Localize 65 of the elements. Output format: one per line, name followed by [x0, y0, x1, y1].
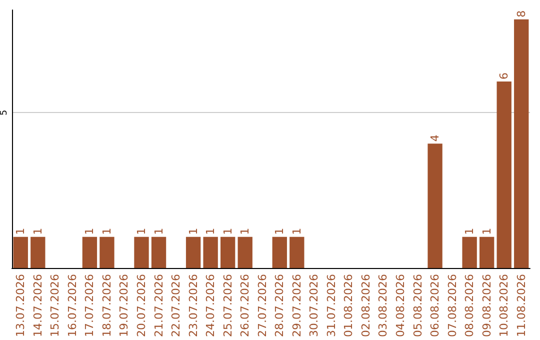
- data-label: 1: [135, 228, 148, 235]
- x-tick-label: 13.07.2026: [14, 274, 28, 338]
- data-label: 1: [83, 228, 96, 235]
- data-label: 1: [186, 228, 200, 235]
- bar: [428, 144, 442, 268]
- x-tick-label: 07.08.2026: [446, 274, 459, 338]
- x-tick-label: 24.07.2026: [204, 274, 218, 338]
- data-label: 4: [428, 134, 442, 142]
- x-tick-label: 03.08.2026: [376, 274, 390, 338]
- x-tick-label: 18.07.2026: [100, 274, 114, 338]
- data-label: 1: [463, 228, 476, 235]
- data-label: 1: [204, 228, 218, 235]
- x-tick-label: 27.07.2026: [256, 274, 269, 338]
- data-label: 1: [100, 228, 114, 235]
- x-tick-label: 23.07.2026: [186, 274, 200, 338]
- data-label: 1: [221, 228, 234, 235]
- x-tick-label: 06.08.2026: [428, 274, 442, 338]
- bar: [290, 236, 304, 268]
- data-label: 1: [290, 228, 304, 235]
- x-tick-label: 01.08.2026: [342, 274, 356, 338]
- data-label: 1: [480, 228, 494, 235]
- x-tick-label: 31.07.2026: [324, 274, 338, 338]
- bar: [30, 236, 46, 268]
- data-label: 1: [31, 228, 44, 235]
- x-tick-label: 10.08.2026: [498, 274, 511, 338]
- bar: [479, 236, 494, 268]
- x-tick-label: 02.08.2026: [359, 274, 372, 338]
- bar: [203, 236, 218, 268]
- x-tick-label: 09.08.2026: [480, 274, 494, 338]
- x-tick-label: 04.08.2026: [394, 274, 407, 338]
- bar: [462, 236, 477, 268]
- x-tick-label: 11.08.2026: [514, 274, 528, 338]
- x-tick-label: 20.07.2026: [135, 274, 148, 338]
- data-label: 8: [514, 10, 528, 18]
- bar: [186, 236, 201, 268]
- x-tick-label: 14.07.2026: [31, 274, 44, 338]
- y-tick-label: 5: [0, 110, 10, 116]
- data-label: 6: [498, 72, 511, 80]
- bar: [100, 236, 114, 268]
- bar: [151, 236, 166, 268]
- bar: [514, 19, 529, 268]
- data-label: 1: [238, 228, 252, 235]
- x-tick-label: 16.07.2026: [66, 274, 79, 338]
- x-tick-label: 21.07.2026: [152, 274, 166, 338]
- x-tick-label: 30.07.2026: [308, 274, 321, 338]
- x-tick-label: 22.07.2026: [170, 274, 183, 338]
- x-tick-label: 28.07.2026: [273, 274, 286, 338]
- bar: [238, 236, 252, 268]
- bar: [272, 236, 287, 268]
- bar: [13, 236, 28, 268]
- x-tick-label: 19.07.2026: [118, 274, 131, 338]
- x-tick-label: 26.07.2026: [238, 274, 252, 338]
- x-tick-label: 29.07.2026: [290, 274, 304, 338]
- data-label: 1: [273, 228, 286, 235]
- bar: [82, 236, 98, 268]
- x-tick-label: 05.08.2026: [411, 274, 424, 338]
- x-tick-label: 08.08.2026: [463, 274, 476, 338]
- bar: [220, 236, 236, 268]
- x-tick-label: 17.07.2026: [83, 274, 96, 338]
- x-tick-label: 25.07.2026: [221, 274, 234, 338]
- data-label: 1: [14, 228, 28, 235]
- bar: [134, 236, 149, 268]
- x-tick-label: 15.07.2026: [48, 274, 62, 338]
- data-label: 1: [152, 228, 166, 235]
- bar: [496, 82, 512, 268]
